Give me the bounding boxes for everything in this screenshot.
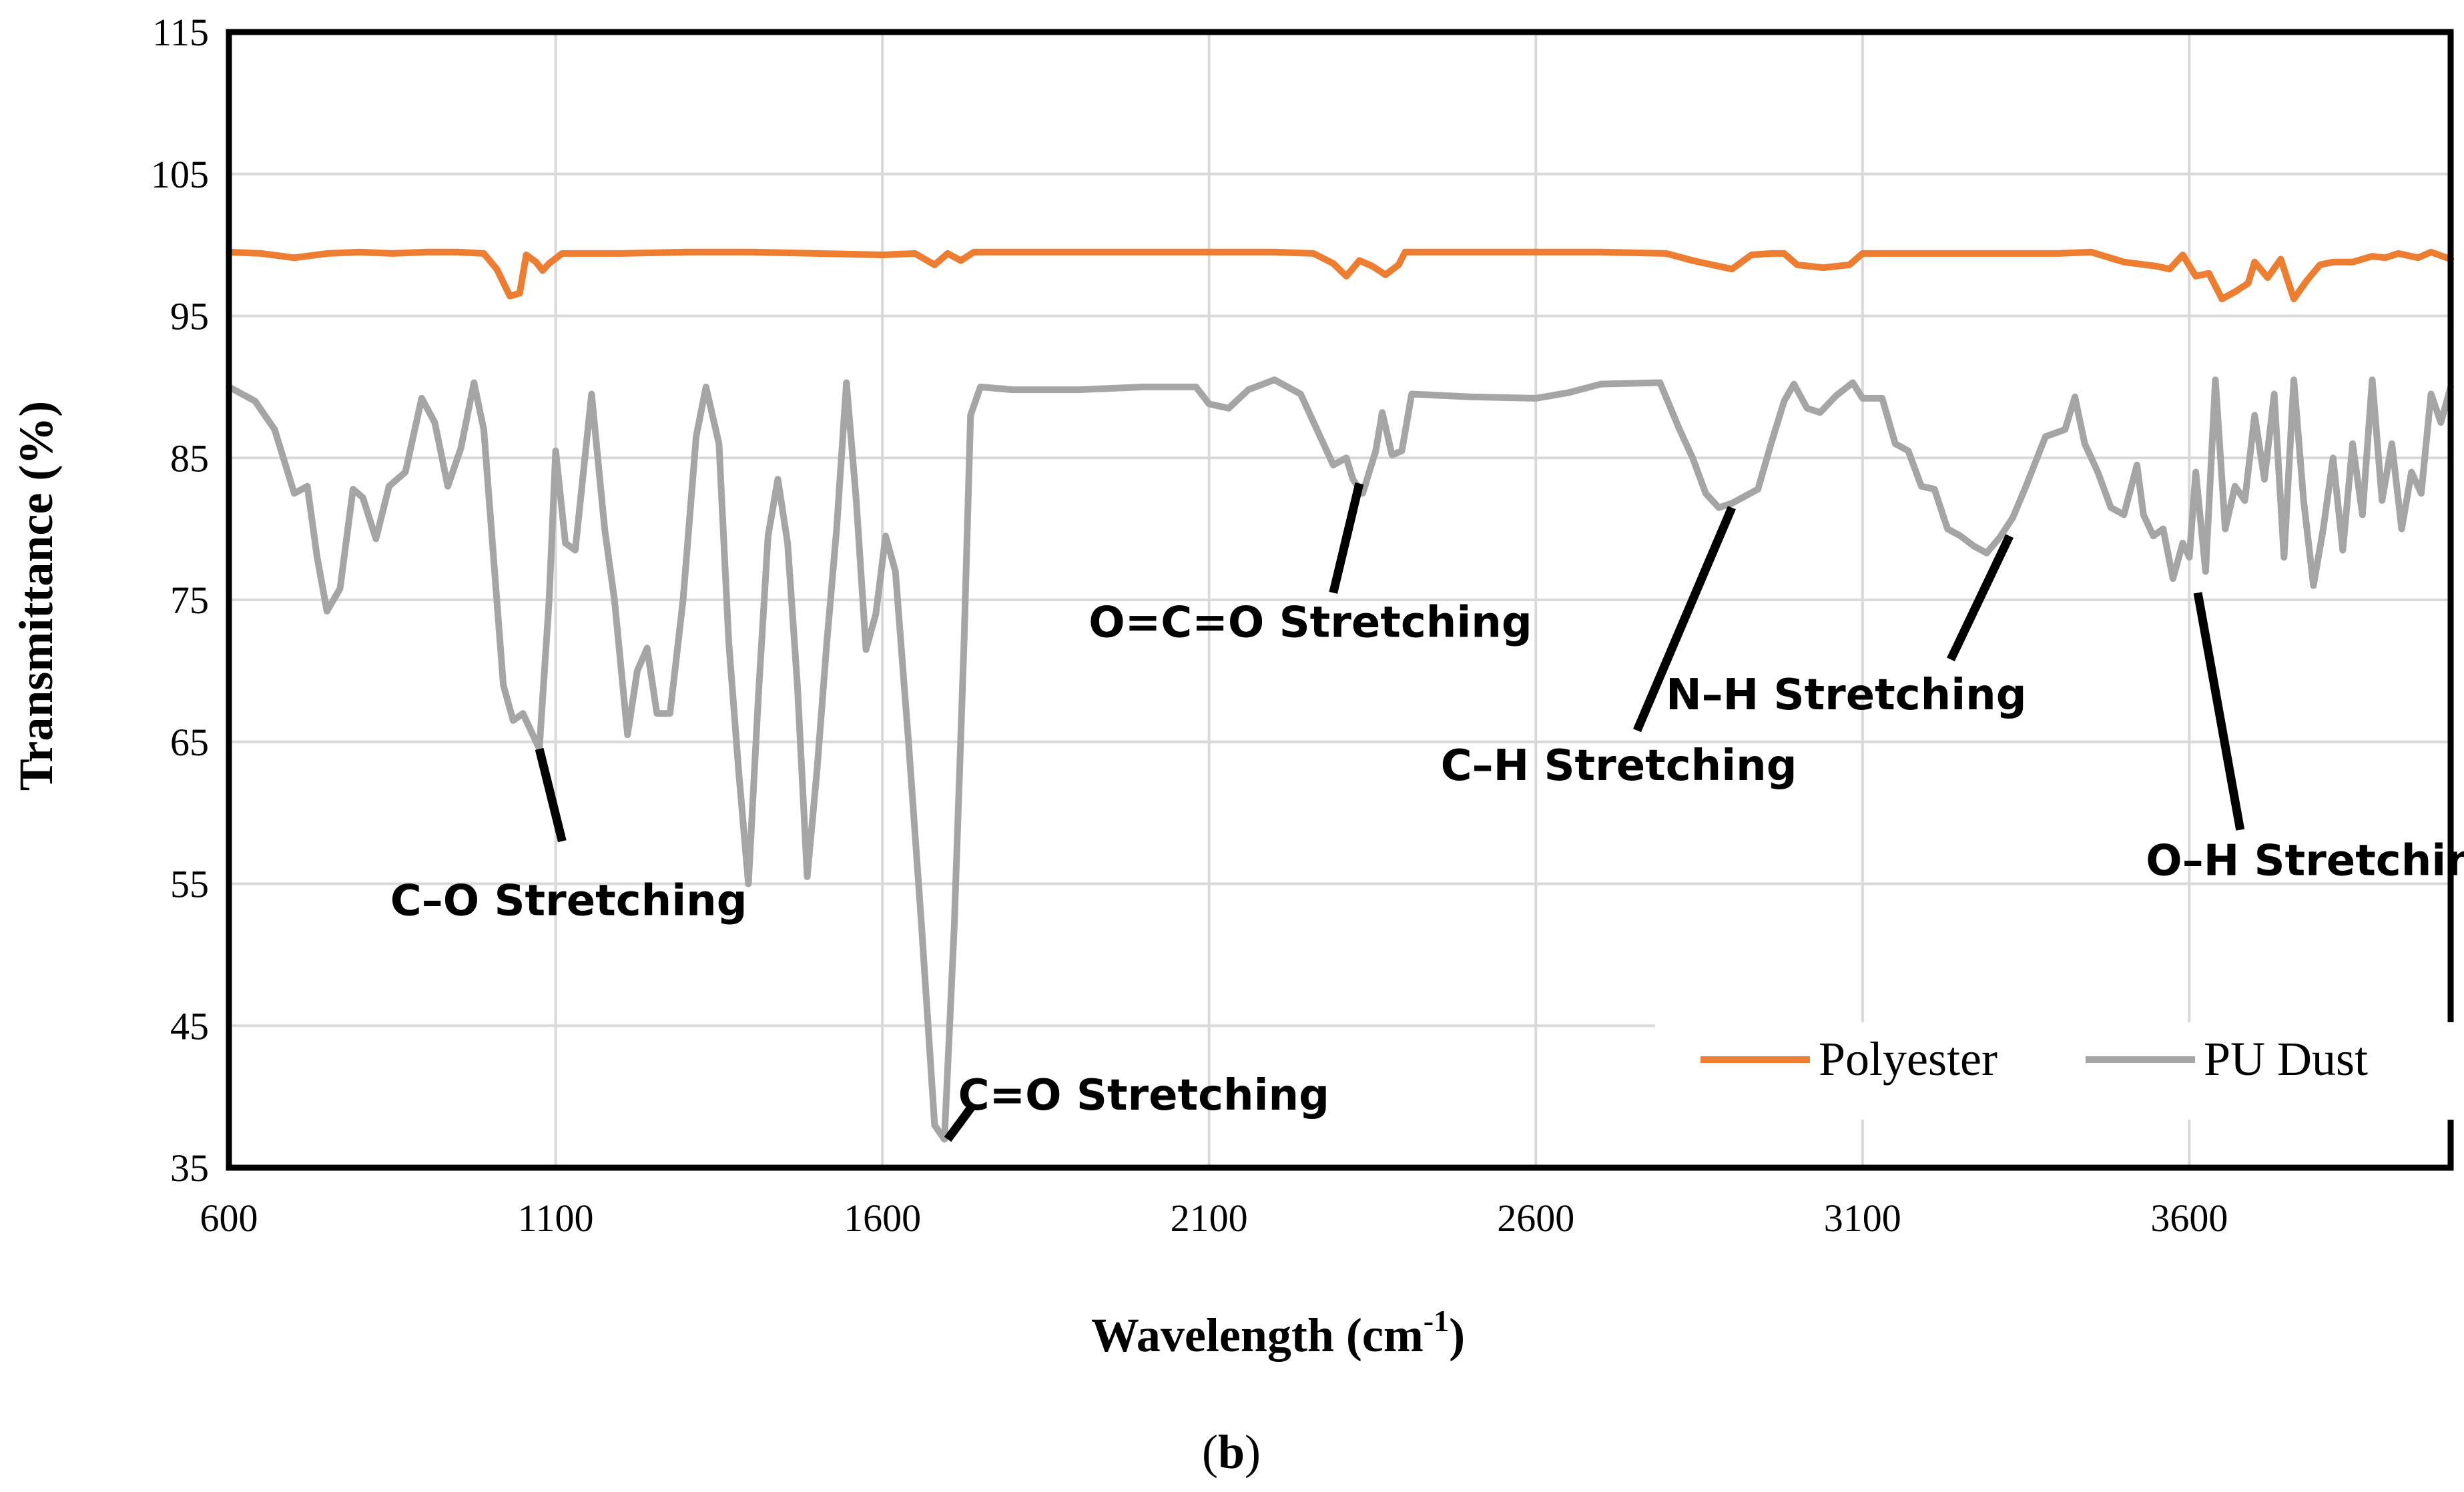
annotation-leader <box>2193 592 2245 831</box>
annotation-labels: C–O Stretching C=O Stretching O=C=O Stretc… <box>390 598 2464 1120</box>
legend: Polyester PU Dust <box>1655 1022 2459 1120</box>
annotation-label: C–H Stretching <box>1441 741 1797 791</box>
annotation-label: C=O Stretching <box>958 1071 1329 1120</box>
y-tick-label: 45 <box>170 1004 209 1048</box>
annotation-leader <box>1947 534 2014 662</box>
annotation-leader <box>535 747 567 843</box>
series-line-pu-dust <box>226 376 2454 1143</box>
annotation-leader <box>944 1101 978 1142</box>
y-tick-label: 65 <box>170 721 209 764</box>
x-tick-label: 3100 <box>1824 1196 1901 1240</box>
figure-caption: (b) <box>1202 1425 1261 1479</box>
legend-label-pu-dust: PU Dust <box>2204 1032 2368 1086</box>
plot-frame <box>226 29 2454 1171</box>
x-axis-title: Wavelength (cm-1) <box>1091 1304 1465 1362</box>
series-line-polyester <box>226 248 2454 302</box>
y-tick-label: 95 <box>170 295 209 338</box>
y-tick-label: 115 <box>152 11 209 54</box>
y-tick-label: 75 <box>170 579 209 622</box>
annotation-label: C–O Stretching <box>390 876 747 925</box>
y-tick-label: 35 <box>170 1146 209 1190</box>
x-tick-label: 3600 <box>2150 1196 2228 1240</box>
x-tick-label: 1100 <box>518 1196 594 1240</box>
y-tick-label: 55 <box>170 863 209 906</box>
annotation-label: N–H Stretching <box>1666 671 2026 720</box>
legend-label-polyester: Polyester <box>1819 1032 1997 1086</box>
x-tick-label: 600 <box>200 1196 258 1240</box>
annotation-leaders <box>535 482 2245 1142</box>
x-tick-label: 2600 <box>1497 1196 1574 1240</box>
annotation-leader <box>1329 482 1364 594</box>
x-tick-label: 1600 <box>844 1196 921 1240</box>
y-tick-label: 105 <box>151 153 209 196</box>
series-lines <box>226 248 2454 1143</box>
y-tick-label: 85 <box>170 436 209 480</box>
annotation-label: O–H Stretching <box>2146 837 2464 886</box>
y-axis-title: Transmittance (%) <box>9 401 63 791</box>
x-tick-label: 2100 <box>1171 1196 1248 1240</box>
annotation-label: O=C=O Stretching <box>1089 598 1532 647</box>
x-tick-labels: 600 1100 1600 2100 2600 3100 3600 <box>200 1196 2228 1240</box>
y-tick-labels: 35 45 55 65 75 85 95 105 115 <box>151 11 209 1190</box>
annotation-leader <box>1633 506 1736 733</box>
